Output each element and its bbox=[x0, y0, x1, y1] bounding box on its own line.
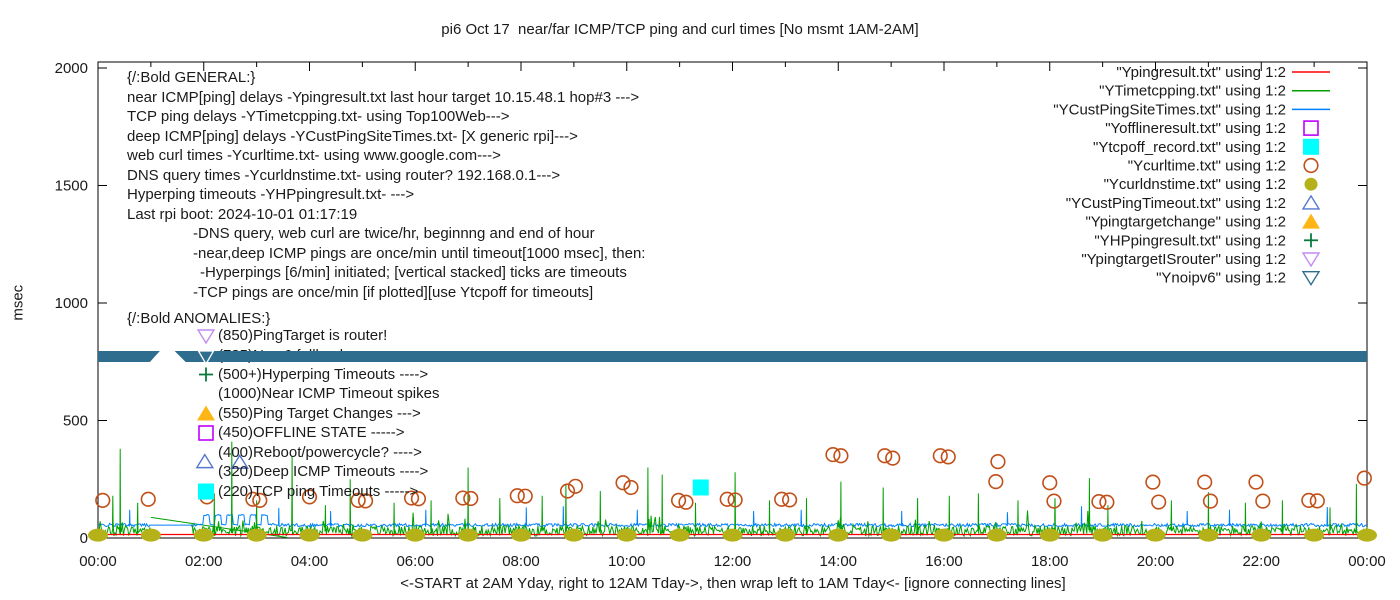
annotation-line: near ICMP[ping] delays -Ypingresult.txt … bbox=[127, 88, 640, 106]
svg-text:00:00: 00:00 bbox=[1348, 553, 1386, 570]
svg-text:12:00: 12:00 bbox=[714, 553, 752, 570]
anomaly-line: (500+)Hyperping Timeouts ----> bbox=[218, 365, 429, 383]
anomaly-line: (1000)Near ICMP Timeout spikes bbox=[218, 385, 440, 402]
general-annotation-block: {/:Bold GENERAL:} near ICMP[ping] delays … bbox=[127, 68, 645, 302]
svg-text:"YTimetcpping.txt" using 1:2: "YTimetcpping.txt" using 1:2 bbox=[1099, 83, 1286, 100]
annotation-line: DNS query times -Ycurldnstime.txt- using… bbox=[127, 166, 561, 184]
svg-text:"YpingtargetISrouter" using 1:: "YpingtargetISrouter" using 1:2 bbox=[1081, 251, 1286, 268]
annotation-line: -TCP pings are once/min [if plotted][use… bbox=[193, 283, 594, 301]
svg-text:"Yofflineresult.txt" using 1:2: "Yofflineresult.txt" using 1:2 bbox=[1105, 120, 1286, 137]
svg-text:"YCustPingTimeout.txt" using 1: "YCustPingTimeout.txt" using 1:2 bbox=[1066, 195, 1286, 212]
svg-text:04:00: 04:00 bbox=[291, 553, 329, 570]
svg-text:14:00: 14:00 bbox=[819, 553, 857, 570]
svg-text:1500: 1500 bbox=[55, 178, 88, 195]
anomaly-line: (400)Reboot/powercycle? ----> bbox=[218, 443, 422, 461]
svg-text:"YHPpingresult.txt" using 1:2: "YHPpingresult.txt" using 1:2 bbox=[1094, 232, 1286, 249]
annotation-line: TCP ping delays -YTimetcpping.txt- using… bbox=[127, 108, 510, 125]
y-axis-label: msec bbox=[9, 284, 27, 321]
svg-text:"Ycurldnstime.txt" using 1:2: "Ycurldnstime.txt" using 1:2 bbox=[1104, 176, 1286, 193]
svg-text:1000: 1000 bbox=[55, 295, 88, 312]
anomaly-line: (320)Deep ICMP Timeouts ----> bbox=[218, 463, 429, 480]
svg-text:10:00: 10:00 bbox=[608, 553, 646, 570]
svg-text:20:00: 20:00 bbox=[1137, 553, 1175, 570]
svg-text:08:00: 08:00 bbox=[502, 553, 540, 570]
annotation-line: Last rpi boot: 2024-10-01 01:17:19 bbox=[127, 205, 358, 223]
svg-text:22:00: 22:00 bbox=[1242, 553, 1280, 570]
annotation-line: -near,deep ICMP pings are once/min until… bbox=[193, 244, 646, 262]
x-axis-label: <-START at 2AM Yday, right to 12AM Tday-… bbox=[400, 575, 1066, 592]
svg-text:00:00: 00:00 bbox=[79, 553, 117, 570]
svg-text:06:00: 06:00 bbox=[396, 553, 434, 570]
chart-title: pi6 Oct 17 near/far ICMP/TCP ping and cu… bbox=[441, 21, 919, 38]
anomaly-line: (550)Ping Target Changes ---> bbox=[218, 404, 421, 422]
svg-text:"Ynoipv6" using 1:2: "Ynoipv6" using 1:2 bbox=[1156, 270, 1286, 287]
annotation-line: deep ICMP[ping] delays -YCustPingSiteTim… bbox=[127, 127, 578, 145]
svg-text:500: 500 bbox=[63, 413, 88, 430]
general-header: {/:Bold GENERAL:} bbox=[127, 69, 256, 86]
svg-text:18:00: 18:00 bbox=[1031, 553, 1069, 570]
anomaly-line: (220)TCP ping Timeouts -----> bbox=[218, 482, 419, 500]
anomaly-line: (850)PingTarget is router! bbox=[218, 327, 388, 344]
svg-text:0: 0 bbox=[80, 530, 88, 547]
anomalies-header: {/:Bold ANOMALIES:} bbox=[127, 310, 271, 327]
svg-text:"YCustPingSiteTimes.txt" using: "YCustPingSiteTimes.txt" using 1:2 bbox=[1053, 101, 1286, 118]
annotation-line: Hyperping timeouts -YHPpingresult.txt- -… bbox=[127, 186, 415, 203]
svg-text:2000: 2000 bbox=[55, 60, 88, 77]
annotation-line: -DNS query, web curl are twice/hr, begin… bbox=[193, 225, 595, 242]
svg-text:02:00: 02:00 bbox=[185, 553, 223, 570]
svg-text:"Ypingtargetchange" using 1:2: "Ypingtargetchange" using 1:2 bbox=[1085, 214, 1286, 231]
svg-text:16:00: 16:00 bbox=[925, 553, 963, 570]
anomaly-line: (450)OFFLINE STATE -----> bbox=[218, 424, 405, 441]
svg-text:"Ytcpoff_record.txt" using 1:2: "Ytcpoff_record.txt" using 1:2 bbox=[1093, 139, 1286, 156]
svg-text:"Ypingresult.txt" using 1:2: "Ypingresult.txt" using 1:2 bbox=[1116, 64, 1286, 81]
svg-text:"Ycurltime.txt" using 1:2: "Ycurltime.txt" using 1:2 bbox=[1128, 158, 1286, 175]
annotation-line: -Hyperpings [6/min] initiated; [vertical… bbox=[200, 264, 627, 281]
annotation-line: web curl times -Ycurltime.txt- using www… bbox=[127, 147, 501, 164]
